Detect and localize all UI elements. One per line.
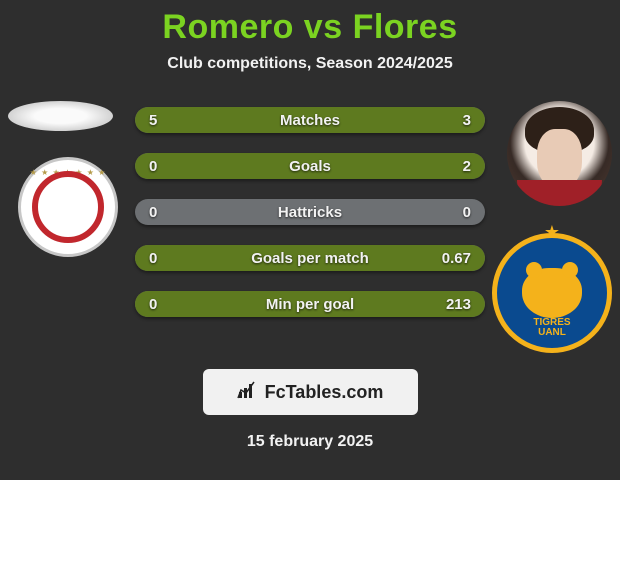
tiger-icon — [522, 268, 582, 318]
stat-label: Matches — [135, 112, 485, 129]
club-badge-right-text: TIGRESUANL — [533, 318, 570, 338]
comparison-chart: ★ ★ ★ ★ ★ ★ ★ ★ TIGRESUANL 53Matches 02Go… — [0, 95, 620, 355]
stat-label: Hattricks — [135, 204, 485, 221]
stat-row: 53Matches — [135, 107, 485, 133]
stat-row: 00Hattricks — [135, 199, 485, 225]
stat-bars: 53Matches 02Goals 00Hattricks 00.67Goals pe… — [135, 107, 485, 337]
bar-chart-icon — [237, 380, 259, 405]
stat-label: Goals per match — [135, 250, 485, 267]
infographic-root: Romero vs Flores Club competitions, Seas… — [0, 0, 620, 480]
club-badge-left: ★ ★ ★ ★ ★ ★ ★ — [18, 157, 118, 257]
club-badge-right: ★ TIGRESUANL — [492, 233, 612, 353]
page-title: Romero vs Flores — [0, 0, 620, 47]
page-subtitle: Club competitions, Season 2024/2025 — [0, 55, 620, 73]
stat-row: 00.67Goals per match — [135, 245, 485, 271]
stars-icon: ★ ★ ★ ★ ★ ★ ★ — [30, 168, 107, 177]
stat-row: 0213Min per goal — [135, 291, 485, 317]
source-logo: FcTables.com — [203, 369, 418, 415]
player-left-avatar — [8, 101, 113, 131]
star-icon: ★ — [544, 222, 560, 243]
player-right-avatar — [507, 101, 612, 206]
face-icon — [507, 101, 612, 206]
stat-label: Min per goal — [135, 296, 485, 313]
date-text: 15 february 2025 — [0, 433, 620, 451]
stat-row: 02Goals — [135, 153, 485, 179]
stat-label: Goals — [135, 158, 485, 175]
source-logo-text: FcTables.com — [265, 382, 384, 403]
